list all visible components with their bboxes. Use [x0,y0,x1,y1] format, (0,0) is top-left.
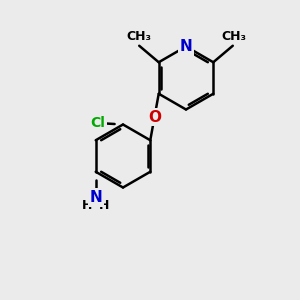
Text: CH₃: CH₃ [221,30,246,43]
Text: N: N [89,190,102,205]
Text: O: O [148,110,161,124]
Text: H: H [82,199,92,212]
Text: H: H [99,199,109,212]
Text: Cl: Cl [90,116,105,130]
Text: CH₃: CH₃ [126,30,151,43]
Text: N: N [180,39,192,54]
